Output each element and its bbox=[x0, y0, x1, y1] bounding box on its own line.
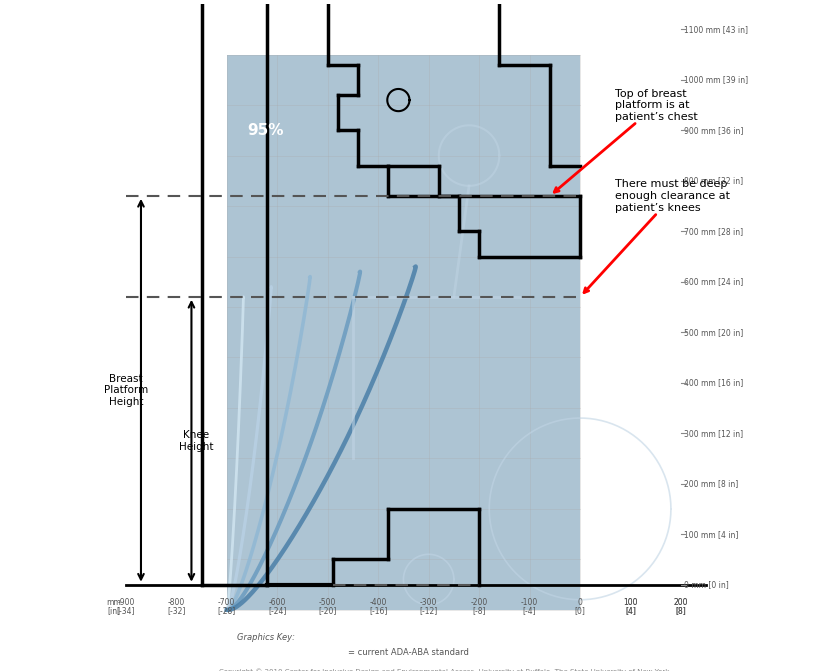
Text: [8]: [8] bbox=[676, 606, 686, 615]
Text: [-34]: [-34] bbox=[117, 606, 135, 615]
Text: 400 mm [16 in]: 400 mm [16 in] bbox=[684, 378, 743, 387]
Text: Knee
Height: Knee Height bbox=[179, 430, 214, 452]
Text: -100: -100 bbox=[521, 599, 538, 607]
Text: Copyright © 2010 Center for Inclusive Design and Environmental Access, Universit: Copyright © 2010 Center for Inclusive De… bbox=[219, 668, 669, 671]
Text: [-32]: [-32] bbox=[167, 606, 186, 615]
Text: -400: -400 bbox=[370, 599, 387, 607]
Text: [-28]: [-28] bbox=[218, 606, 236, 615]
Bar bbox=[227, 54, 580, 610]
Text: 25-49%: 25-49% bbox=[460, 637, 490, 643]
Text: Breast
Platform
Height: Breast Platform Height bbox=[104, 374, 148, 407]
Text: 300 mm [12 in]: 300 mm [12 in] bbox=[684, 429, 742, 437]
Text: 100 mm [4 in]: 100 mm [4 in] bbox=[684, 529, 738, 539]
Text: 200: 200 bbox=[674, 599, 688, 607]
Text: [-24]: [-24] bbox=[268, 606, 286, 615]
Text: -600: -600 bbox=[269, 599, 286, 607]
Text: 50-74%: 50-74% bbox=[420, 637, 450, 643]
Text: 800 mm [32 in]: 800 mm [32 in] bbox=[684, 176, 742, 185]
Text: 95%: 95% bbox=[247, 123, 284, 138]
Text: [8]: [8] bbox=[676, 606, 686, 615]
Bar bbox=[298, 634, 330, 645]
Text: 200: 200 bbox=[674, 599, 688, 607]
Text: 600 mm [24 in]: 600 mm [24 in] bbox=[684, 277, 743, 287]
Text: 100: 100 bbox=[623, 599, 638, 607]
Text: 500 mm [20 in]: 500 mm [20 in] bbox=[684, 327, 743, 337]
Text: -500: -500 bbox=[319, 599, 336, 607]
Text: -300: -300 bbox=[420, 599, 437, 607]
Text: 95-100%: 95-100% bbox=[297, 637, 330, 643]
Text: 1100 mm [43 in]: 1100 mm [43 in] bbox=[684, 25, 747, 34]
Text: 1000 mm [39 in]: 1000 mm [39 in] bbox=[684, 75, 748, 85]
Bar bbox=[338, 634, 371, 645]
Text: 700 mm [28 in]: 700 mm [28 in] bbox=[684, 227, 742, 236]
Text: 900 mm [36 in]: 900 mm [36 in] bbox=[684, 126, 743, 135]
Text: [-4]: [-4] bbox=[523, 606, 537, 615]
Text: -900: -900 bbox=[118, 599, 135, 607]
Text: -800: -800 bbox=[168, 599, 185, 607]
Text: 0: 0 bbox=[578, 599, 583, 607]
Text: [-12]: [-12] bbox=[419, 606, 438, 615]
Text: Graphics Key:: Graphics Key: bbox=[237, 633, 295, 642]
Bar bbox=[418, 634, 451, 645]
Text: [in]: [in] bbox=[108, 606, 121, 615]
Text: There must be deep
enough clearance at
patient’s knees: There must be deep enough clearance at p… bbox=[584, 179, 731, 293]
Text: [-8]: [-8] bbox=[473, 606, 486, 615]
Text: -700: -700 bbox=[218, 599, 235, 607]
Text: 90-74%: 90-74% bbox=[339, 637, 369, 643]
Text: mm: mm bbox=[106, 599, 121, 607]
Text: [0]: [0] bbox=[575, 606, 585, 615]
Text: 100: 100 bbox=[623, 599, 638, 607]
Bar bbox=[459, 634, 492, 645]
Text: [-16]: [-16] bbox=[369, 606, 387, 615]
Text: Top of breast
platform is at
patient’s chest: Top of breast platform is at patient’s c… bbox=[554, 89, 698, 192]
Text: = current ADA-ABA standard: = current ADA-ABA standard bbox=[348, 648, 469, 657]
Bar bbox=[378, 634, 411, 645]
Text: -200: -200 bbox=[470, 599, 487, 607]
Text: 0 mm [0 in]: 0 mm [0 in] bbox=[684, 580, 728, 589]
Text: 200 mm [8 in]: 200 mm [8 in] bbox=[684, 479, 738, 488]
Text: 75-89%: 75-89% bbox=[380, 637, 409, 643]
Text: [4]: [4] bbox=[625, 606, 636, 615]
Text: [-20]: [-20] bbox=[319, 606, 337, 615]
Text: [4]: [4] bbox=[625, 606, 636, 615]
